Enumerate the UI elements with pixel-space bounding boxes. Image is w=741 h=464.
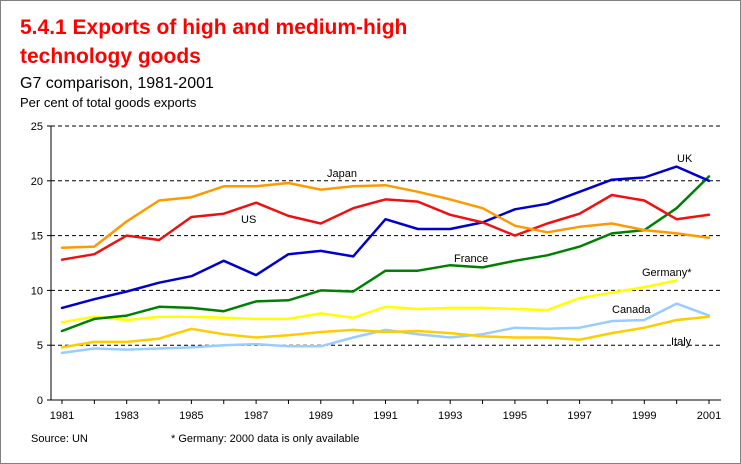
- series-line-us: [60, 193, 711, 261]
- series-label-italy: Italy: [671, 336, 692, 348]
- series-label-canada: Canada: [612, 304, 651, 316]
- chart-title-line-2: technology goods: [20, 45, 201, 68]
- series-label-uk: UK: [677, 153, 693, 165]
- y-tick-label: 5: [37, 340, 43, 352]
- x-tick-label: 1997: [567, 410, 591, 422]
- y-tick-label: 10: [31, 285, 43, 297]
- series-lines: [60, 165, 711, 355]
- y-tick-label: 25: [31, 121, 43, 133]
- axes: 0 5 10 15 20 25 1981 1983 1985 1987 1989 1991 1993 19…: [31, 121, 721, 422]
- chart-title-line-1: 5.4.1 Exports of high and medium-high: [20, 16, 408, 39]
- x-tick-label: 2001: [697, 410, 721, 422]
- chart-subtitle: G7 comparison, 1981-2001: [20, 75, 214, 92]
- series-line-japan: [60, 181, 711, 249]
- x-tick-label: 1999: [632, 410, 656, 422]
- x-tick-label: 1987: [244, 410, 268, 422]
- x-tick-label: 1993: [438, 410, 462, 422]
- x-tick-label: 1991: [373, 410, 397, 422]
- series-line-canada: [60, 302, 711, 355]
- y-tick-label: 0: [37, 395, 43, 407]
- x-tick-label: 1981: [50, 410, 74, 422]
- footnote: * Germany: 2000 data is only available: [171, 433, 360, 445]
- source-note: Source: UN: [31, 433, 88, 445]
- series-label-germany: Germany*: [642, 267, 692, 279]
- series-line-germany: [60, 279, 678, 324]
- series-line-italy: [60, 315, 711, 349]
- y-tick-label: 15: [31, 231, 43, 243]
- series-label-us: US: [241, 214, 256, 226]
- series-label-france: France: [454, 253, 488, 265]
- x-tick-label: 1989: [309, 410, 333, 422]
- series-line-uk: [60, 165, 711, 310]
- y-tick-label: 20: [31, 176, 43, 188]
- x-tick-label: 1995: [503, 410, 527, 422]
- x-tick-label: 1985: [179, 410, 203, 422]
- series-label-japan: Japan: [327, 168, 357, 180]
- x-tick-label: 1983: [114, 410, 138, 422]
- units-label: Per cent of total goods exports: [20, 95, 197, 110]
- series-labels: Japan US UK France Germany* Italy Canada: [241, 153, 693, 348]
- series-line-france: [60, 175, 711, 333]
